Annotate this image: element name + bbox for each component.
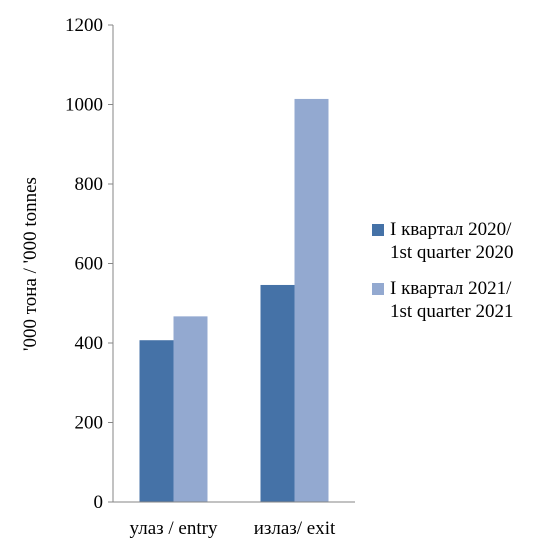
x-category-label: улаз / entry xyxy=(130,518,218,539)
bar-series-2-exit xyxy=(294,98,329,502)
bar-series-1-exit xyxy=(260,284,295,502)
y-tick-label: 1200 xyxy=(65,15,103,36)
y-tick-label: 1000 xyxy=(65,95,103,116)
y-tick-label: 400 xyxy=(75,333,104,354)
y-tick-label: 200 xyxy=(75,413,104,434)
legend-swatch xyxy=(372,283,384,295)
bar-series-2-entry xyxy=(173,316,208,502)
legend: I квартал 2020/ 1st quarter 2020 I кварта… xyxy=(372,218,555,336)
legend-item-2: I квартал 2021/ 1st quarter 2021 xyxy=(372,277,555,323)
y-tick-label: 800 xyxy=(75,174,104,195)
legend-label: I квартал 2020/ 1st quarter 2020 xyxy=(390,219,514,263)
legend-label: I квартал 2021/ 1st quarter 2021 xyxy=(390,278,514,322)
bar-series-1-entry xyxy=(139,340,174,502)
y-tick-label: 600 xyxy=(75,254,104,275)
y-tick-label: 0 xyxy=(94,492,104,513)
legend-swatch xyxy=(372,224,384,236)
x-category-label: излаз/ exit xyxy=(254,518,336,539)
y-axis-title: '000 тона / '000 tonnes xyxy=(20,177,41,351)
legend-item-1: I квартал 2020/ 1st quarter 2020 xyxy=(372,218,555,264)
